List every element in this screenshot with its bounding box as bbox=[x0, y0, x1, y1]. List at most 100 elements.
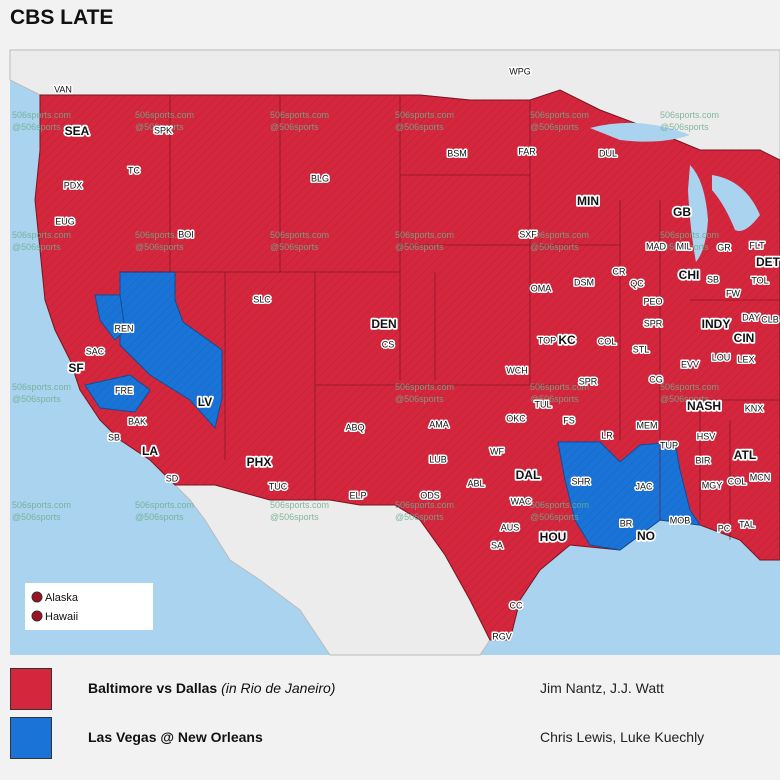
city-label: PC bbox=[718, 523, 731, 533]
watermark: @506sports bbox=[660, 122, 709, 132]
city-label: LEX bbox=[737, 354, 754, 364]
watermark: 506sports.com bbox=[660, 110, 719, 120]
watermark: @506sports bbox=[530, 394, 579, 404]
watermark: 506sports.com bbox=[660, 230, 719, 240]
city-label: SHR bbox=[571, 476, 591, 486]
city-label: MEM bbox=[637, 420, 658, 430]
title: CBS LATE bbox=[10, 6, 114, 29]
matchup: Baltimore vs Dallas (in Rio de Janeiro) bbox=[88, 680, 335, 696]
map: 506sports.com @506sports 506sports.com @506… bbox=[9, 49, 780, 656]
city-label: SB bbox=[108, 432, 120, 442]
watermark: @506sports bbox=[12, 394, 61, 404]
city-label: LA bbox=[142, 444, 158, 458]
watermark: @506sports bbox=[12, 512, 61, 522]
inset-label: Alaska bbox=[45, 592, 79, 604]
watermark: 506sports.com bbox=[395, 382, 454, 392]
city-label: TUL bbox=[534, 399, 551, 409]
city-label: MGY bbox=[702, 480, 723, 490]
matchup-teams: Baltimore vs Dallas bbox=[88, 680, 218, 696]
matchup-note: (in Rio de Janeiro) bbox=[221, 680, 336, 696]
city-label: BLG bbox=[311, 173, 329, 183]
city-label: SXF bbox=[519, 229, 537, 239]
city-label: WAC bbox=[511, 496, 532, 506]
city-label: MOB bbox=[670, 515, 691, 525]
city-label: LOU bbox=[712, 352, 731, 362]
city-label: MIN bbox=[577, 194, 599, 208]
city-label: SD bbox=[166, 473, 179, 483]
city-label: OMA bbox=[531, 283, 552, 293]
legend-row: Las Vegas @ New Orleans Chris Lewis, Luk… bbox=[10, 717, 770, 759]
legend-row: Baltimore vs Dallas (in Rio de Janeiro) … bbox=[10, 668, 770, 710]
city-label: SEA bbox=[65, 124, 90, 138]
city-label: CG bbox=[649, 374, 663, 384]
watermark: 506sports.com bbox=[270, 110, 329, 120]
watermark: 506sports.com bbox=[530, 110, 589, 120]
city-label: ABL bbox=[467, 478, 484, 488]
city-label: DAL bbox=[516, 468, 541, 482]
watermark: 506sports.com bbox=[395, 230, 454, 240]
city-label: TUC bbox=[269, 481, 288, 491]
city-label: WF bbox=[490, 446, 504, 456]
city-label: SPR bbox=[644, 318, 663, 328]
city-label: FRE bbox=[115, 385, 133, 395]
city-label: COL bbox=[728, 476, 747, 486]
city-label: STL bbox=[633, 344, 650, 354]
legend-swatch bbox=[10, 717, 52, 759]
watermark: 506sports.com bbox=[660, 382, 719, 392]
city-label: AUS bbox=[501, 522, 520, 532]
watermark: 506sports.com bbox=[135, 230, 194, 240]
lake-superior bbox=[590, 122, 690, 142]
watermark: 506sports.com bbox=[395, 500, 454, 510]
matchup-teams: Las Vegas @ New Orleans bbox=[88, 729, 263, 745]
city-label: CIN bbox=[734, 331, 755, 345]
city-label: SAC bbox=[86, 346, 105, 356]
city-label: KNX bbox=[745, 403, 764, 413]
city-label: SA bbox=[491, 540, 503, 550]
city-label: COL bbox=[598, 336, 617, 346]
city-label: DAY bbox=[742, 312, 760, 322]
city-label: LV bbox=[198, 395, 212, 409]
watermark: @506sports bbox=[12, 242, 61, 252]
watermark: 506sports.com bbox=[12, 500, 71, 510]
watermark: @506sports bbox=[135, 242, 184, 252]
watermark: @506sports bbox=[660, 242, 709, 252]
watermark: @506sports bbox=[395, 122, 444, 132]
watermark: @506sports bbox=[135, 512, 184, 522]
city-label: EVV bbox=[681, 359, 699, 369]
city-label: DUL bbox=[599, 148, 617, 158]
city-label: TOP bbox=[538, 335, 556, 345]
city-label: MAD bbox=[646, 241, 667, 251]
watermark: 506sports.com bbox=[12, 110, 71, 120]
city-label: CR bbox=[613, 266, 626, 276]
city-label: INDY bbox=[702, 317, 731, 331]
city-label: BIR bbox=[695, 455, 711, 465]
city-label: FLT bbox=[749, 240, 765, 250]
inset-legend bbox=[25, 583, 153, 630]
watermark: 506sports.com bbox=[530, 500, 589, 510]
lake-michigan bbox=[688, 165, 708, 262]
city-label: RGV bbox=[492, 631, 512, 641]
city-label: LR bbox=[601, 430, 613, 440]
watermark: @506sports bbox=[530, 512, 579, 522]
inset-dot bbox=[31, 610, 43, 622]
watermark: 506sports.com bbox=[270, 500, 329, 510]
city-label: CHI bbox=[679, 268, 700, 282]
announcers: Chris Lewis, Luke Kuechly bbox=[540, 729, 705, 745]
city-label: WPG bbox=[509, 66, 531, 76]
city-label: PHX bbox=[247, 455, 272, 469]
city-label: SPK bbox=[154, 125, 172, 135]
watermark: 506sports.com bbox=[395, 110, 454, 120]
city-label: ATL bbox=[734, 448, 756, 462]
city-label: HSV bbox=[697, 431, 716, 441]
city-label: NO bbox=[637, 529, 655, 543]
watermark: 506sports.com bbox=[530, 382, 589, 392]
watermark: @506sports bbox=[270, 242, 319, 252]
watermark: @506sports bbox=[530, 242, 579, 252]
city-label: TC bbox=[128, 165, 140, 175]
watermark: @506sports bbox=[270, 512, 319, 522]
city-label: SLC bbox=[253, 294, 271, 304]
watermark: @506sports bbox=[270, 122, 319, 132]
watermark: 506sports.com bbox=[135, 110, 194, 120]
watermark: @506sports bbox=[12, 122, 61, 132]
